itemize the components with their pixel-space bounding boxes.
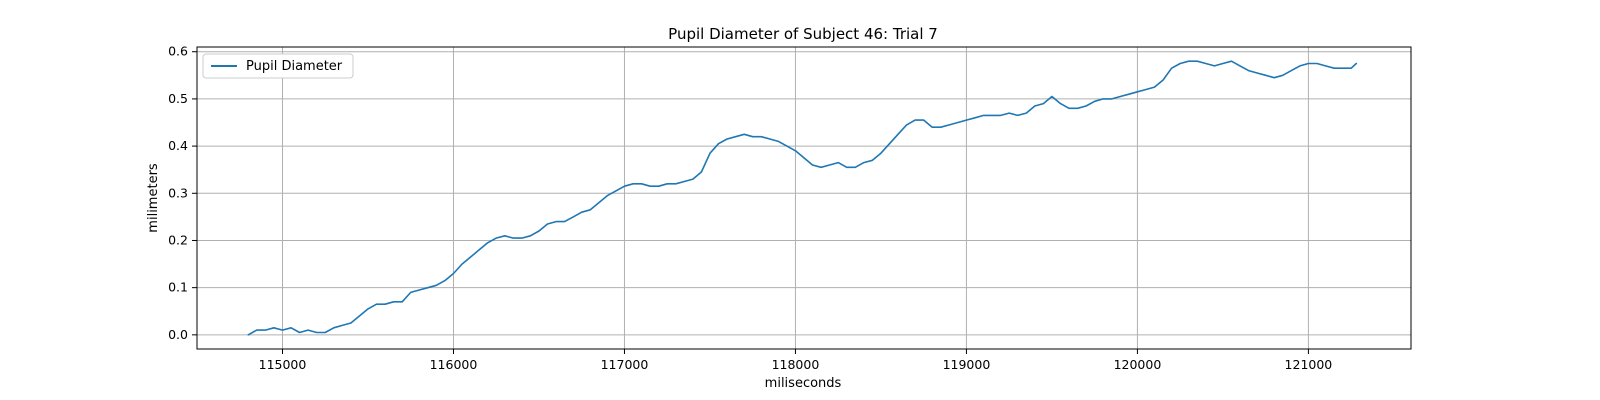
x-tick-label: 117000 [601,357,649,372]
legend: Pupil Diameter [202,53,354,79]
chart-title: Pupil Diameter of Subject 46: Trial 7 [668,25,938,43]
plot-frame [196,46,1412,350]
y-tick-label: 0.1 [168,280,188,295]
y-axis-label: milimeters [146,163,161,233]
y-tick-label: 0.2 [168,232,188,247]
series-layer [247,60,1358,336]
y-tick-label: 0.0 [168,327,188,342]
y-tick-label: 0.5 [168,91,188,106]
y-tick-label: 0.4 [168,138,188,153]
x-axis: 115000 116000 117000 118000 119000 120000 1210… [259,349,1333,372]
x-axis-label: miliseconds [765,376,842,391]
x-tick-label: 119000 [943,357,991,372]
series-line-pupil-diameter [247,60,1358,336]
x-tick-label: 121000 [1285,357,1333,372]
x-tick-label: 118000 [772,357,820,372]
y-tick-label: 0.3 [168,185,188,200]
grid-lines [197,47,1411,349]
x-tick-label: 115000 [259,357,307,372]
legend-box [202,53,354,79]
x-tick-label: 116000 [430,357,478,372]
legend-entry-pupil-diameter: Pupil Diameter [246,59,343,74]
y-axis: 0.0 0.1 0.2 0.3 0.4 0.5 0.6 [168,44,197,342]
y-tick-label: 0.6 [168,44,188,59]
x-tick-label: 120000 [1114,357,1162,372]
